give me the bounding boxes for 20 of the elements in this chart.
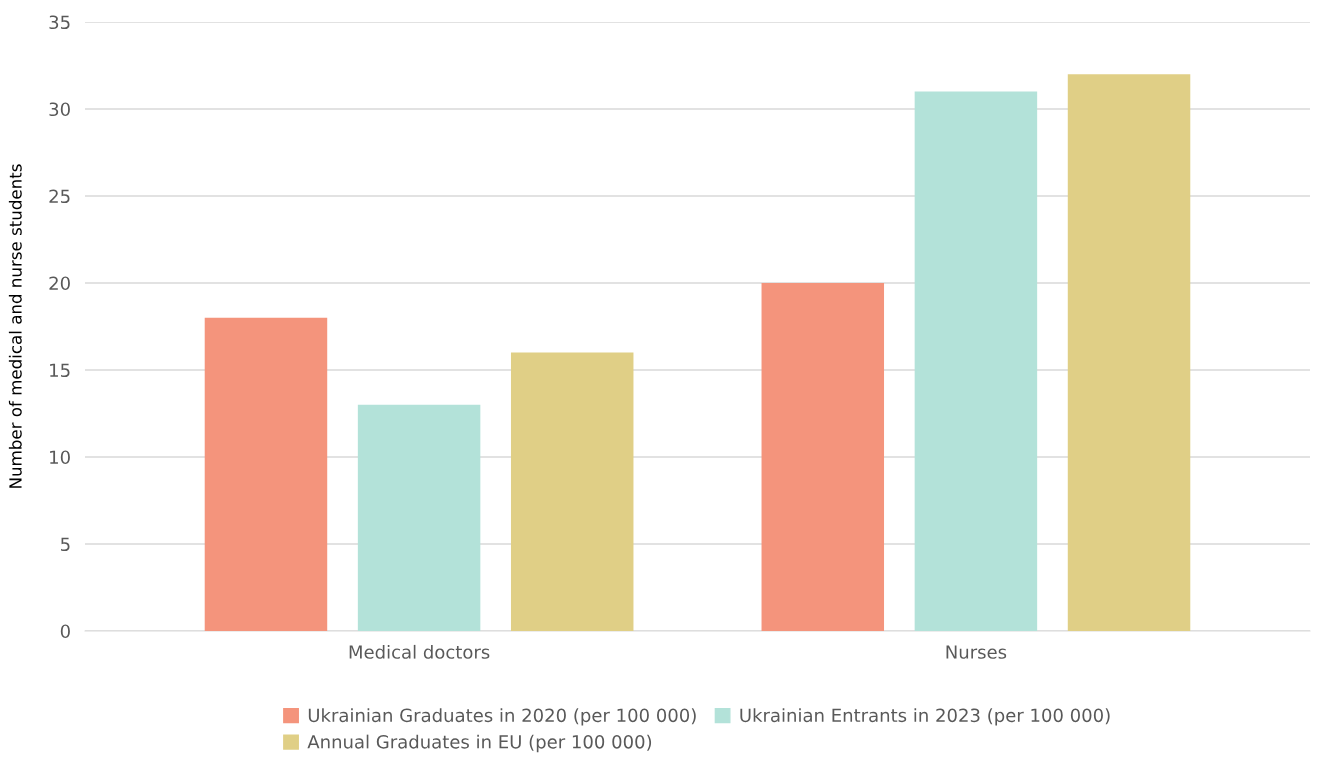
x-tick-label: Medical doctors bbox=[349, 644, 490, 659]
legend-label: Ukrainian Graduates in 2020 (per 100 000) bbox=[308, 708, 696, 726]
bar bbox=[914, 91, 1038, 631]
y-tick-label: 15 bbox=[50, 363, 70, 378]
y-tick-label: 5 bbox=[61, 537, 70, 552]
bar bbox=[357, 404, 481, 631]
y-axis-title: Number of medical and nurse students bbox=[8, 164, 22, 488]
bar bbox=[510, 352, 634, 631]
bar bbox=[1067, 74, 1191, 631]
y-tick-label: 25 bbox=[49, 189, 70, 204]
y-tick-label: 35 bbox=[49, 15, 70, 30]
y-tick-label: 20 bbox=[49, 276, 70, 291]
bar bbox=[761, 283, 885, 631]
x-tick-label: Nurses bbox=[946, 645, 1007, 659]
y-tick-label: 10 bbox=[50, 450, 70, 465]
legend-label: Annual Graduates in EU (per 100 000) bbox=[307, 734, 652, 753]
legend-label: Ukrainian Entrants in 2023 (per 100 000) bbox=[740, 708, 1110, 726]
y-tick-label: 0 bbox=[60, 624, 70, 639]
y-tick-label: 30 bbox=[49, 102, 70, 117]
bar bbox=[204, 317, 328, 631]
